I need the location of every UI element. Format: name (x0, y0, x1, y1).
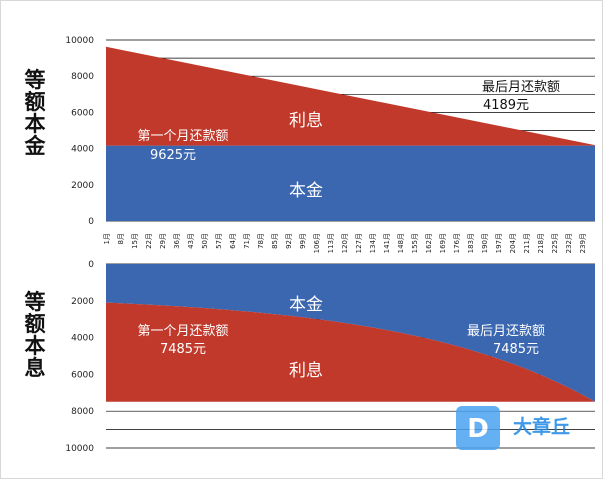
y-tick-label: 0 (88, 217, 94, 227)
side-label-char: 本 (25, 334, 46, 358)
bottom-first-month-label: 第一个月还款额 (137, 324, 228, 339)
x-tick-label: 225月 (551, 233, 559, 253)
x-tick-label: 141月 (383, 233, 391, 253)
y-tick-label: 8000 (71, 407, 94, 417)
x-tick-label: 85月 (271, 233, 279, 249)
y-tick-label: 0 (88, 260, 94, 270)
x-tick-label: 127月 (355, 233, 363, 253)
y-tick-label: 6000 (71, 370, 94, 380)
y-tick-label: 6000 (71, 108, 94, 118)
x-tick-label: 78月 (257, 233, 265, 249)
x-tick-label: 204月 (509, 233, 517, 253)
x-tick-label: 148月 (397, 233, 405, 253)
x-tick-label: 197月 (495, 233, 503, 253)
watermark: D 大章丘 (456, 406, 570, 450)
bottom-principal-area (106, 264, 595, 402)
bottom-last-month-value: 7485元 (493, 342, 539, 357)
side-label-char: 息 (25, 356, 46, 380)
x-tick-label: 113月 (327, 233, 335, 253)
bottom-chart-areas (106, 264, 595, 402)
y-tick-label: 10000 (65, 444, 94, 454)
x-tick-label: 218月 (537, 233, 545, 253)
side-label-char: 额 (25, 90, 46, 114)
x-tick-label: 183月 (467, 233, 475, 253)
top-principal-area (106, 145, 595, 221)
watermark-logo-glyph: D (467, 414, 489, 444)
x-tick-label: 134月 (369, 233, 377, 253)
bottom-interest-area (106, 302, 595, 402)
x-tick-label: 232月 (565, 233, 573, 253)
y-tick-label: 4000 (71, 334, 94, 344)
x-tick-label: 57月 (215, 233, 223, 249)
side-label-char: 金 (24, 134, 47, 158)
bottom-first-month-value: 7485元 (160, 342, 206, 357)
y-tick-label: 8000 (71, 72, 94, 82)
x-tick-label: 169月 (439, 233, 447, 253)
x-tick-label: 22月 (145, 233, 153, 249)
x-tick-label: 15月 (131, 233, 139, 249)
top-last-month-label: 最后月还款额 (482, 80, 560, 95)
y-tick-label: 4000 (71, 145, 94, 155)
x-axis-tick-labels: 1月 8月 15月 22月 29月 36月 43月 50月 57月 64月 71月 78月 85月 92月… (103, 233, 587, 253)
side-label-char: 等 (25, 290, 46, 314)
top-first-month-label: 第一个月还款额 (137, 129, 228, 144)
x-tick-label: 120月 (341, 233, 349, 253)
x-tick-label: 29月 (159, 233, 167, 249)
watermark-logo-icon (456, 406, 500, 450)
x-tick-label: 211月 (523, 233, 531, 253)
bottom-last-month-label: 最后月还款额 (467, 324, 545, 339)
x-tick-label: 99月 (299, 233, 307, 249)
bottom-chart-y-ticks: 0 2000 4000 6000 8000 10000 (65, 260, 94, 454)
bottom-series-label-interest: 利息 (289, 361, 323, 381)
x-tick-label: 155月 (411, 233, 419, 253)
x-tick-label: 239月 (579, 233, 587, 253)
y-tick-label: 2000 (71, 297, 94, 307)
x-tick-label: 43月 (187, 233, 195, 249)
x-tick-label: 50月 (201, 233, 209, 249)
top-series-label-principal: 本金 (289, 181, 323, 201)
x-tick-label: 71月 (243, 233, 251, 249)
x-tick-label: 1月 (103, 233, 111, 244)
y-tick-label: 10000 (65, 36, 94, 46)
x-tick-label: 106月 (313, 233, 321, 253)
x-tick-label: 8月 (117, 233, 125, 244)
watermark-text: 大章丘 (513, 415, 570, 438)
bottom-series-label-principal: 本金 (289, 295, 323, 315)
top-chart-y-ticks: 0 2000 4000 6000 8000 10000 (65, 36, 94, 227)
top-interest-area (106, 46, 595, 146)
top-first-month-value: 9625元 (150, 148, 196, 163)
side-label-char: 额 (25, 312, 46, 336)
x-tick-label: 36月 (173, 233, 181, 249)
x-tick-label: 176月 (453, 233, 461, 253)
y-tick-label: 2000 (71, 181, 94, 191)
x-tick-label: 162月 (425, 233, 433, 253)
x-tick-label: 64月 (229, 233, 237, 249)
x-tick-label: 92月 (285, 233, 293, 249)
top-series-label-interest: 利息 (289, 111, 323, 131)
top-chart-areas (106, 46, 595, 221)
side-label-char: 等 (25, 68, 46, 92)
x-tick-label: 190月 (481, 233, 489, 253)
top-last-month-value: 4189元 (483, 98, 529, 113)
side-label-char: 本 (25, 112, 46, 136)
